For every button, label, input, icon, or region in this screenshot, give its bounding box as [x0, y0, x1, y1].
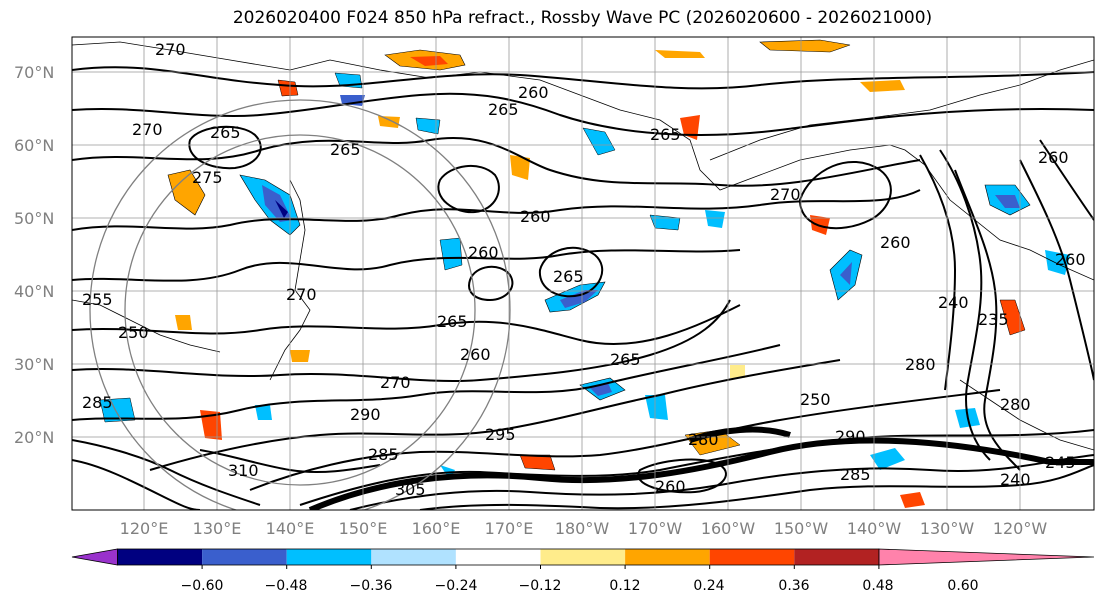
contour-label: 260 — [460, 345, 491, 364]
colorbar-segment — [202, 549, 287, 565]
lon-label: 140°E — [266, 519, 315, 538]
contour-label: 260 — [655, 477, 686, 496]
contour-label: 280 — [688, 430, 719, 449]
colorbar-segment — [794, 549, 879, 565]
lat-label: 30°N — [14, 355, 54, 374]
shading-layer — [99, 39, 1070, 508]
contour-label: 275 — [192, 168, 223, 187]
contour-label: 260 — [468, 243, 499, 262]
colorbar-tick-label: −0.24 — [435, 578, 478, 594]
map-panel: 270 260 265 270 265 275 270 255 265 260 … — [72, 37, 1094, 510]
colorbar-labels: −0.60 −0.48 −0.36 −0.24 −0.12 0.12 0.24 … — [181, 578, 979, 594]
contour-label: 265 — [437, 312, 468, 331]
contour-label: 240 — [1000, 470, 1031, 489]
lon-label: 120°W — [993, 519, 1048, 538]
colorbar-tick-label: −0.48 — [265, 578, 308, 594]
colorbar-segment — [455, 549, 541, 565]
contour-label: 240 — [938, 293, 969, 312]
contour-label: 265 — [330, 140, 361, 159]
lat-label: 20°N — [14, 428, 54, 447]
lat-label: 50°N — [14, 209, 54, 228]
lat-label: 70°N — [14, 63, 54, 82]
colorbar-tick-label: 0.36 — [778, 578, 809, 594]
contour-label: 295 — [485, 425, 516, 444]
colorbar-tick-label: 0.12 — [609, 578, 640, 594]
contour-label-layer: 270 260 265 270 265 275 270 255 265 260 … — [82, 40, 1086, 499]
contour-label: 280 — [1000, 395, 1031, 414]
colorbar-tick-label: −0.12 — [519, 578, 562, 594]
latitude-labels: 70°N 60°N 50°N 40°N 30°N 20°N — [14, 63, 54, 447]
colorbar-frame — [117, 548, 880, 566]
contour-label: 305 — [395, 480, 426, 499]
contour-label: 270 — [155, 40, 186, 59]
lon-label: 180°W — [555, 519, 610, 538]
colorbar-tick-label: 0.24 — [693, 578, 724, 594]
contour-label: 265 — [610, 350, 641, 369]
contour-label: 285 — [368, 445, 399, 464]
colorbar — [71, 548, 1095, 569]
contour-label: 285 — [840, 465, 871, 484]
contour-label: 265 — [650, 125, 681, 144]
contour-label: 260 — [518, 83, 549, 102]
contour-label: 255 — [82, 290, 113, 309]
contour-label: 260 — [1038, 148, 1069, 167]
contour-label: 235 — [978, 310, 1009, 329]
lon-label: 170°W — [628, 519, 683, 538]
lon-label: 140°W — [847, 519, 902, 538]
contour-label: 290 — [350, 405, 381, 424]
lon-label: 120°E — [120, 519, 169, 538]
lon-label: 130°E — [193, 519, 242, 538]
longitude-labels: 120°E 130°E 140°E 150°E 160°E 170°E 180°… — [120, 519, 1048, 538]
contour-label: 270 — [770, 185, 801, 204]
contour-label: 310 — [228, 461, 259, 480]
contour-label: 260 — [880, 233, 911, 252]
lon-label: 130°W — [920, 519, 975, 538]
contour-label: 285 — [82, 393, 113, 412]
contour-label: 250 — [118, 323, 149, 342]
contour-label: 265 — [488, 100, 519, 119]
colorbar-segment — [286, 549, 372, 565]
colorbar-tick-label: 0.60 — [947, 578, 978, 594]
colorbar-tick-label: −0.36 — [350, 578, 393, 594]
colorbar-tick-label: −0.60 — [181, 578, 224, 594]
contour-label: 265 — [553, 267, 584, 286]
colorbar-segment — [371, 549, 456, 565]
lon-label: 160°E — [412, 519, 461, 538]
contour-label: 265 — [210, 123, 241, 142]
colorbar-segment — [625, 549, 710, 565]
colorbar-arrow-left — [71, 548, 118, 566]
contour-label: 260 — [1055, 250, 1086, 269]
contour-label: 260 — [520, 207, 551, 226]
contour-label: 280 — [905, 355, 936, 374]
map-title: 2026020400 F024 850 hPa refract., Rossby… — [232, 8, 933, 28]
map-frame — [71, 36, 1095, 511]
contour-label: 270 — [132, 120, 163, 139]
lon-label: 150°E — [339, 519, 388, 538]
lon-label: 150°W — [774, 519, 829, 538]
great-circles — [89, 99, 511, 510]
contour-label: 290 — [835, 427, 866, 446]
contour-label: 250 — [800, 390, 831, 409]
graticule — [72, 37, 1094, 510]
colorbar-segment — [540, 549, 626, 565]
colorbar-arrow-right — [878, 548, 1095, 566]
lon-label: 170°E — [485, 519, 534, 538]
contour-label: 245 — [1045, 453, 1076, 472]
colorbar-segment — [117, 549, 203, 565]
contour-label: 270 — [380, 373, 411, 392]
colorbar-segment — [709, 549, 795, 565]
contour-label: 270 — [286, 285, 317, 304]
lat-label: 60°N — [14, 136, 54, 155]
lon-label: 160°W — [701, 519, 756, 538]
colorbar-tick-label: 0.48 — [862, 578, 893, 594]
lat-label: 40°N — [14, 282, 54, 301]
